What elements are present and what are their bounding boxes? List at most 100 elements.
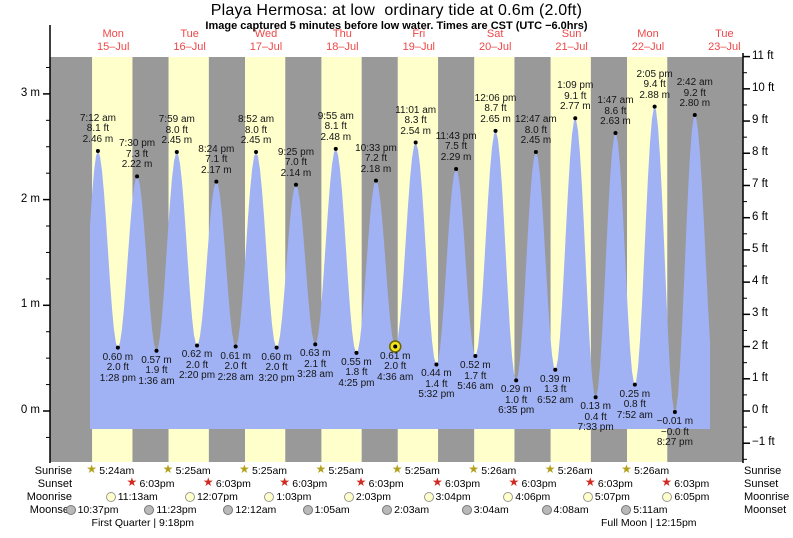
- low-tide-label: 0.63 m 2.1 ft 3:28 am: [297, 348, 334, 381]
- right-axis-tick-label: 4 ft: [752, 275, 768, 288]
- moonset-icon: [621, 505, 632, 515]
- tide-point-dot: [672, 410, 677, 415]
- tide-point-dot: [274, 345, 279, 350]
- sunrise-time: 5:24am: [99, 465, 135, 477]
- moonset-icon: [541, 505, 552, 515]
- right-axis-tick-label: 1 ft: [752, 371, 768, 384]
- chart-title: Playa Hermosa: at low ordinary tide at 0…: [210, 2, 583, 19]
- sunrise-time: 5:25am: [404, 465, 440, 477]
- sunset-icon: ★: [126, 475, 138, 489]
- moonset-time: 10:37pm: [77, 504, 119, 516]
- sunrise-icon: ★: [621, 462, 632, 476]
- high-tide-label: 12:06 pm 8.7 ft 2.65 m: [474, 92, 517, 125]
- right-axis-tick-label: 2 ft: [752, 339, 768, 352]
- low-tide-label: 0.39 m 1.3 ft 6:52 am: [537, 373, 574, 406]
- sunset-time: 6:03pm: [215, 478, 251, 490]
- high-tide-label: 2:05 pm 9.4 ft 2.88 m: [636, 68, 673, 101]
- moonrise-icon: [662, 492, 673, 502]
- tide-point-dot: [613, 131, 618, 136]
- right-axis-tick-label: 9 ft: [752, 114, 768, 127]
- high-tide-label: 11:01 am 8.3 ft 2.54 m: [395, 104, 437, 137]
- right-axis-tick-label: 3 ft: [752, 307, 768, 320]
- tide-point-dot: [373, 178, 378, 183]
- low-tide-label: −0.01 m −0.0 ft 8:27 pm: [656, 416, 694, 449]
- moonset-icon: [144, 505, 155, 515]
- tide-point-dot: [333, 146, 338, 151]
- sunset-icon: ★: [202, 475, 214, 489]
- sunrise-time: 5:26am: [481, 465, 517, 477]
- moonrise-icon: [503, 492, 514, 502]
- high-tide-label: 11:43 pm 7.5 ft 2.29 m: [435, 130, 477, 163]
- tide-point-dot: [652, 104, 657, 109]
- tide-curve: [90, 107, 710, 429]
- high-tide-label: 8:24 pm 7.1 ft 2.17 m: [198, 143, 235, 176]
- high-tide-label: 7:12 am 8.1 ft 2.46 m: [79, 112, 116, 145]
- right-axis-tick-label: 7 ft: [752, 178, 768, 191]
- low-tide-label: 0.62 m 2.0 ft 2:20 pm: [178, 349, 216, 382]
- high-tide-label: 2:42 am 9.2 ft 2.80 m: [676, 77, 713, 110]
- low-tide-label: 0.44 m 1.4 ft 5:32 pm: [418, 368, 455, 401]
- high-tide-label: 1:09 pm 9.1 ft 2.77 m: [557, 80, 594, 113]
- moonset-row-label-left: Moonset: [29, 504, 72, 516]
- moonrise-time: 3:04pm: [435, 491, 471, 503]
- tide-point-dot: [233, 344, 238, 349]
- sunset-icon: ★: [508, 475, 520, 489]
- sunrise-icon: ★: [391, 462, 403, 476]
- sunset-row-label-right: Sunset: [744, 478, 779, 490]
- moonrise-icon: [264, 492, 275, 502]
- tide-point-dot: [135, 174, 140, 179]
- moonset-time: 3:04am: [473, 504, 509, 516]
- moonset-time: 5:11am: [633, 504, 668, 516]
- tide-point-dot: [632, 382, 637, 387]
- sunset-time: 6:03pm: [139, 478, 175, 490]
- low-tide-label: 0.55 m 1.8 ft 4:25 pm: [338, 356, 375, 389]
- tide-point-dot: [413, 140, 418, 145]
- sunset-time: 6:03pm: [674, 478, 710, 490]
- sunset-icon: ★: [584, 475, 596, 489]
- chart-subtitle: Image captured 5 minutes before low wate…: [205, 20, 588, 32]
- day-label: Thu 18–Jul: [326, 28, 359, 53]
- tide-point-dot: [514, 378, 519, 383]
- left-axis-tick-label: 0 m: [20, 404, 40, 416]
- sunset-time: 6:03pm: [521, 478, 557, 490]
- moonset-icon: [65, 505, 76, 515]
- moonset-time: 2:03am: [394, 504, 430, 516]
- day-label: Mon 22–Jul: [631, 28, 665, 53]
- moon-phase-label: First Quarter | 9:18pm: [91, 517, 195, 529]
- sunset-icon: ★: [661, 475, 673, 489]
- low-tide-label: 0.25 m 0.8 ft 7:52 am: [616, 388, 653, 421]
- moonset-row-label-right: Moonset: [744, 504, 787, 516]
- moonrise-icon: [343, 492, 354, 502]
- low-tide-label: 0.57 m 1.9 ft 1:36 am: [138, 354, 175, 387]
- tide-point-dot: [473, 354, 478, 359]
- day-label: Tue 16–Jul: [173, 28, 206, 53]
- low-tide-label: 0.29 m 1.0 ft 6:35 pm: [498, 384, 535, 417]
- sunrise-time: 5:26am: [634, 465, 670, 477]
- sunset-icon: ★: [279, 475, 291, 489]
- high-tide-label: 7:30 pm 7.3 ft 2.22 m: [118, 138, 156, 171]
- high-tide-label: 9:55 am 8.1 ft 2.48 m: [317, 110, 354, 143]
- tide-point-dot: [553, 367, 558, 372]
- moonrise-time: 2:03pm: [355, 491, 391, 503]
- low-tide-label: 0.61 m 2.0 ft 2:28 am: [217, 350, 254, 383]
- tide-point-dot: [593, 395, 598, 400]
- right-axis-tick-label: 0 ft: [752, 404, 768, 416]
- moonrise-icon: [184, 492, 195, 502]
- sunset-icon: ★: [355, 475, 367, 489]
- high-tide-label: 7:59 am 8.0 ft 2.45 m: [158, 114, 195, 147]
- moonset-time: 11:23pm: [156, 504, 197, 516]
- moonset-time: 4:08am: [553, 504, 589, 516]
- sunrise-icon: ★: [86, 462, 97, 476]
- right-axis-tick-label: 8 ft: [752, 146, 768, 159]
- day-label: Sun 21–Jul: [555, 28, 588, 53]
- moonset-time: 1:05am: [314, 504, 350, 516]
- moonset-icon: [461, 505, 472, 515]
- sunrise-icon: ★: [239, 462, 250, 476]
- moonrise-row-label-left: Moonrise: [26, 491, 72, 503]
- high-tide-label: 8:52 am 8.0 ft 2.45 m: [237, 114, 275, 147]
- high-tide-label: 1:47 am 8.6 ft 2.63 m: [597, 95, 634, 127]
- moonset-icon: [302, 505, 313, 515]
- sunrise-time: 5:25am: [252, 465, 288, 477]
- moonrise-time: 1:03pm: [276, 491, 312, 503]
